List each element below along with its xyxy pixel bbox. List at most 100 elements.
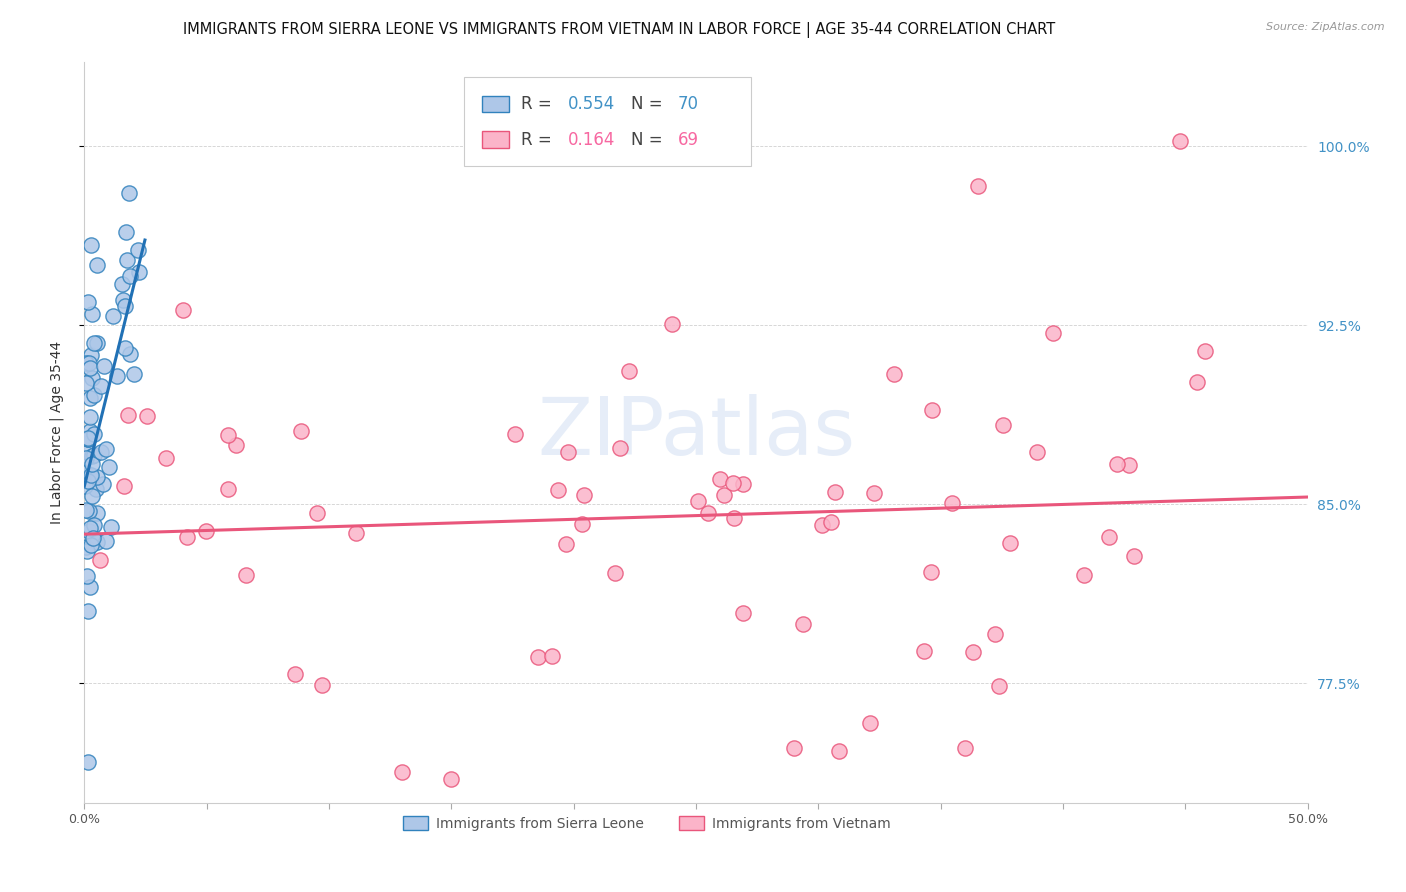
Point: [235, 568, 257, 582]
Text: R =: R =: [522, 95, 557, 112]
Point: [792, 616, 814, 631]
Point: [941, 496, 963, 510]
Point: [80, 307, 103, 321]
Point: [920, 566, 942, 580]
Point: [557, 445, 579, 459]
Point: [86, 534, 108, 549]
Point: [83, 335, 105, 350]
Point: [723, 511, 745, 525]
Point: [176, 531, 198, 545]
Point: [440, 772, 463, 786]
Point: [110, 277, 132, 291]
Point: [824, 484, 846, 499]
Point: [86, 336, 108, 351]
Point: [77, 524, 100, 538]
Point: [688, 493, 710, 508]
Point: [118, 186, 141, 200]
Point: [79, 410, 101, 425]
Point: [79, 360, 101, 375]
Point: [290, 424, 312, 438]
Point: [547, 483, 569, 497]
Point: [225, 438, 247, 452]
Text: 70: 70: [678, 95, 699, 112]
Point: [721, 475, 744, 490]
Point: [77, 431, 100, 445]
Point: [733, 477, 755, 491]
Text: ZIPatlas: ZIPatlas: [537, 393, 855, 472]
Point: [697, 506, 720, 520]
Point: [1026, 445, 1049, 459]
Point: [97, 459, 120, 474]
Point: [195, 524, 218, 538]
Text: N =: N =: [631, 95, 668, 112]
Point: [713, 488, 735, 502]
Point: [82, 531, 104, 545]
Point: [77, 432, 100, 446]
Text: Source: ZipAtlas.com: Source: ZipAtlas.com: [1267, 22, 1385, 32]
Point: [75, 503, 97, 517]
Point: [571, 516, 593, 531]
Point: [76, 432, 98, 446]
Point: [117, 408, 139, 422]
Point: [114, 299, 136, 313]
Point: [76, 445, 98, 459]
Point: [1122, 549, 1144, 564]
Point: [82, 449, 104, 463]
Point: [172, 302, 194, 317]
Point: [155, 450, 177, 465]
Point: [661, 317, 683, 331]
Point: [572, 488, 595, 502]
Point: [811, 517, 834, 532]
Point: [984, 627, 1007, 641]
Point: [84, 483, 107, 497]
Point: [828, 744, 851, 758]
Point: [217, 428, 239, 442]
Point: [1098, 530, 1121, 544]
Point: [79, 504, 101, 518]
Text: IMMIGRANTS FROM SIERRA LEONE VS IMMIGRANTS FROM VIETNAM IN LABOR FORCE | AGE 35-: IMMIGRANTS FROM SIERRA LEONE VS IMMIGRAN…: [183, 22, 1054, 38]
Text: R =: R =: [522, 130, 557, 149]
Text: 0.164: 0.164: [568, 130, 614, 149]
Point: [966, 178, 988, 193]
Point: [76, 569, 98, 583]
Point: [344, 525, 367, 540]
Point: [127, 244, 149, 258]
Point: [76, 544, 98, 558]
Y-axis label: In Labor Force | Age 35-44: In Labor Force | Age 35-44: [49, 341, 63, 524]
Point: [859, 716, 882, 731]
Point: [962, 645, 984, 659]
FancyBboxPatch shape: [482, 131, 509, 148]
Point: [114, 225, 136, 239]
Point: [90, 379, 112, 393]
Point: [619, 364, 641, 378]
FancyBboxPatch shape: [464, 78, 751, 166]
Point: [1170, 134, 1192, 148]
Point: [1042, 326, 1064, 340]
Point: [91, 477, 114, 491]
Point: [83, 427, 105, 442]
Point: [93, 359, 115, 374]
Point: [1073, 567, 1095, 582]
Point: [80, 457, 103, 471]
Point: [83, 518, 105, 533]
Point: [80, 348, 103, 362]
Point: [89, 553, 111, 567]
Point: [75, 356, 97, 370]
Point: [305, 506, 328, 520]
Point: [115, 253, 138, 268]
Point: [79, 391, 101, 405]
Point: [217, 482, 239, 496]
Text: 69: 69: [678, 130, 699, 149]
Point: [73, 465, 96, 479]
Point: [86, 506, 108, 520]
Point: [1118, 458, 1140, 472]
Point: [118, 347, 141, 361]
Point: [311, 678, 333, 692]
Point: [94, 442, 117, 456]
Point: [75, 479, 97, 493]
Point: [77, 755, 100, 769]
Point: [80, 238, 103, 252]
Point: [77, 295, 100, 310]
Point: [77, 474, 100, 488]
Point: [998, 535, 1021, 549]
